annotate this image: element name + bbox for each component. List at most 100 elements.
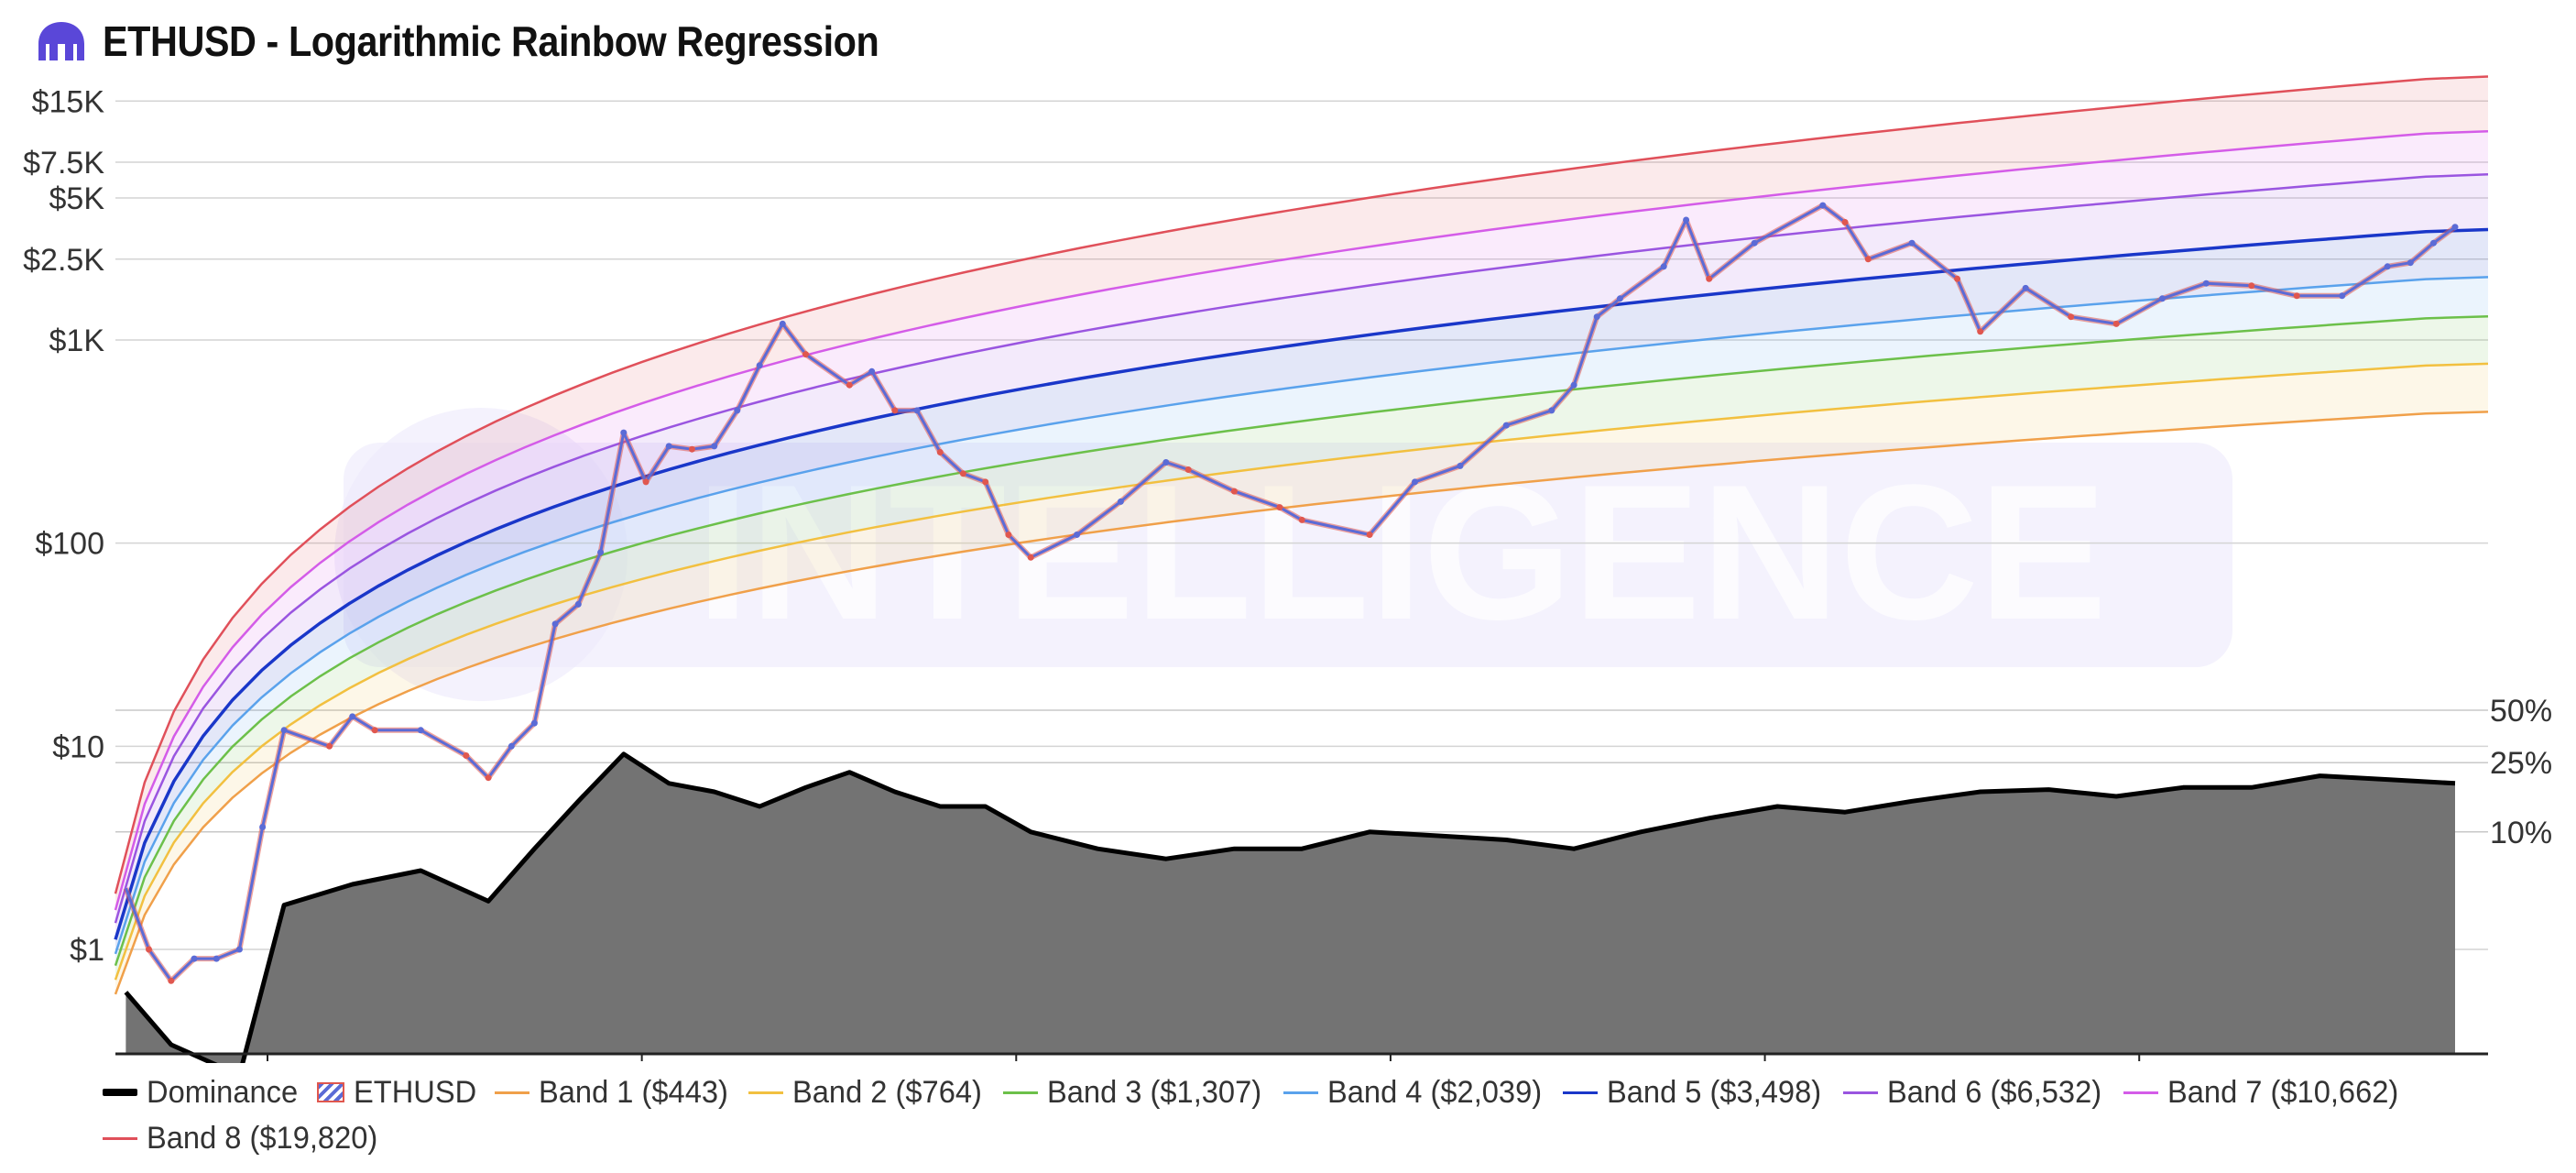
x-axis (115, 1052, 2488, 1061)
legend-item-band8[interactable]: Band 8 ($19,820) (103, 1121, 387, 1157)
band-line-2 (114, 362, 2489, 981)
band-fill-3 (115, 277, 2488, 966)
dominance-fill (126, 753, 2455, 1063)
ethusd-point (642, 478, 649, 486)
ethusd-line (124, 203, 2456, 982)
watermark-pill (344, 443, 2232, 667)
watermark: INTELLIGENCE (334, 408, 2232, 701)
legend-item-ethusd[interactable]: ETHUSD (316, 1075, 482, 1111)
ethusd-point (1457, 462, 1464, 469)
ethusd-point (417, 727, 424, 734)
ethusd-point (168, 977, 175, 984)
legend-swatch-band5 (1563, 1091, 1599, 1094)
ethusd-point (1117, 498, 1124, 505)
legend-item-band1[interactable]: Band 1 ($443) (494, 1074, 737, 1111)
y-tick-label: $2.5K (23, 243, 104, 278)
band-line-4 (114, 276, 2489, 955)
ethusd-point (2158, 295, 2166, 302)
ethusd-point (530, 719, 538, 727)
legend-item-band2[interactable]: Band 2 ($764) (748, 1075, 990, 1111)
ethusd-point (371, 727, 378, 734)
ethusd-point (1005, 532, 1012, 538)
y-axis-right: 50% 25% 10% (2490, 694, 2552, 850)
ethusd-point (1074, 532, 1080, 538)
ethusd-point (1502, 422, 1510, 429)
ethusd-point (891, 407, 899, 414)
ethusd-point (1751, 239, 1758, 247)
legend-label: Band 8 ($19,820) (147, 1120, 378, 1156)
ethusd-point (1298, 516, 1305, 523)
legend-label: Band 7 ($10,662) (2167, 1074, 2399, 1110)
y-tick-label: $1K (49, 323, 105, 358)
legend-item-band3[interactable]: Band 3 ($1,307) (1002, 1075, 1271, 1111)
band-fill-2 (115, 316, 2488, 981)
ethusd-point (485, 774, 492, 782)
y2-tick-label: 50% (2490, 694, 2552, 729)
ethusd-point (1570, 381, 1577, 389)
legend-label: Band 4 ($2,039) (1326, 1074, 1542, 1110)
y-axis-left: $15K $7.5K$5K $2.5K $1K $100 $10 $1 (23, 84, 104, 968)
dominance-area (124, 751, 2456, 1063)
ethusd-point (1683, 216, 1690, 224)
chart-title: ETHUSD - Logarithmic Rainbow Regression (103, 17, 879, 65)
ethusd-point (463, 752, 470, 759)
legend-item-band5[interactable]: Band 5 ($3,498) (1563, 1075, 1830, 1111)
ethusd-point (235, 946, 243, 953)
ethusd-point (665, 443, 672, 450)
band-line-3 (114, 314, 2489, 967)
ethusd-point (688, 445, 695, 453)
legend-swatch-band7 (2123, 1091, 2159, 1094)
y-tick-label: $10 (52, 729, 104, 764)
legend-item-dominance[interactable]: Dominance (103, 1075, 304, 1111)
ethusd-point (349, 713, 356, 720)
ethusd-point (1706, 275, 1713, 282)
legend-label: Band 5 ($3,498) (1607, 1074, 1822, 1110)
legend-swatch-band1 (494, 1091, 529, 1094)
ethusd-point (551, 620, 559, 628)
ethusd-point (597, 549, 605, 556)
ethusd-point (1660, 263, 1667, 270)
legend-label: Band 6 ($6,532) (1887, 1074, 2102, 1110)
ethusd-point (868, 367, 876, 375)
legend-item-band6[interactable]: Band 6 ($6,532) (1843, 1075, 2111, 1111)
legend-label: Dominance (147, 1074, 299, 1110)
y-tick-label: $15K (32, 84, 105, 119)
ethusd-point (802, 351, 809, 358)
legend-item-band7[interactable]: Band 7 ($10,662) (2123, 1075, 2408, 1111)
band-line-5 (114, 227, 2489, 940)
ethusd-point (2112, 320, 2120, 327)
ethusd-point (1412, 478, 1418, 486)
ethusd-point (936, 449, 944, 455)
ethusd-point (574, 600, 582, 608)
ethusd-point (191, 955, 198, 962)
legend-swatch-band4 (1283, 1091, 1318, 1094)
legend-label: Band 1 ($443) (538, 1074, 728, 1110)
ethusd-point (982, 478, 989, 486)
ethusd-point (1027, 554, 1034, 561)
ethusd-point (1864, 256, 1872, 263)
ethusd-point (1276, 504, 1283, 511)
ethusd-point (2202, 280, 2210, 287)
band-fill-7 (115, 76, 2488, 911)
legend-swatch-band3 (1002, 1091, 1038, 1094)
band-line-8 (114, 75, 2489, 894)
legend-swatch-band8 (103, 1136, 137, 1140)
legend-item-band4[interactable]: Band 4 ($2,039) (1283, 1075, 1551, 1111)
y2-tick-label: 25% (2490, 746, 2552, 781)
watermark-text: INTELLIGENCE (696, 444, 2107, 660)
y2-tick-label: 10% (2490, 816, 2552, 850)
ethusd-point (2068, 313, 2075, 321)
ethusd-point (2407, 259, 2414, 267)
ethusd-point (2384, 263, 2391, 270)
band-fill-4 (115, 229, 2488, 954)
band-fill-1 (115, 363, 2488, 994)
band-line-7 (114, 129, 2489, 911)
ethusd-point (1230, 488, 1238, 495)
ethusd-point (711, 443, 718, 450)
ethusd-point (1819, 202, 1827, 209)
ethusd-point (2248, 282, 2255, 290)
ethusd-point (1841, 219, 1849, 225)
ethusd-point (1908, 239, 1916, 247)
ethusd-series (123, 202, 2459, 984)
y-tick-label: $5K (49, 181, 105, 216)
